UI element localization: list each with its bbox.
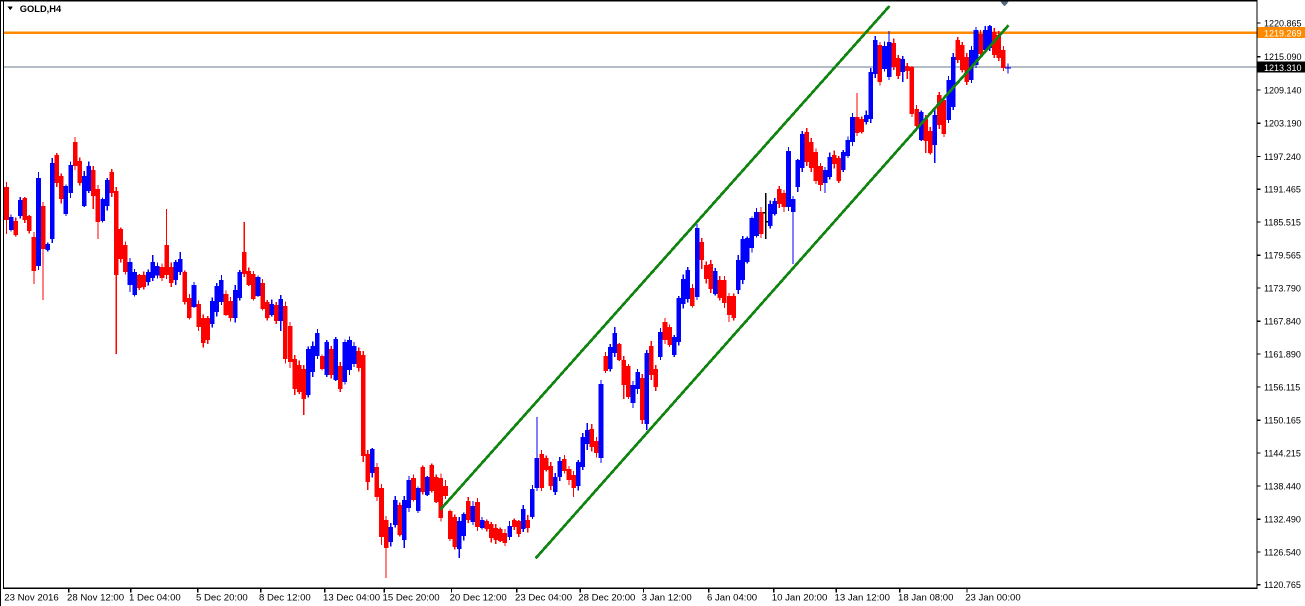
svg-text:10 Jan 20:00: 10 Jan 20:00 <box>772 593 827 604</box>
svg-text:13 Dec 04:00: 13 Dec 04:00 <box>323 593 380 604</box>
svg-text:13 Jan 12:00: 13 Jan 12:00 <box>835 593 890 604</box>
svg-text:1173.790: 1173.790 <box>1264 283 1301 293</box>
svg-text:28 Dec 20:00: 28 Dec 20:00 <box>578 593 635 604</box>
svg-text:1185.515: 1185.515 <box>1264 217 1301 227</box>
svg-text:20 Dec 12:00: 20 Dec 12:00 <box>450 593 507 604</box>
svg-text:28 Nov 12:00: 28 Nov 12:00 <box>67 593 124 604</box>
svg-text:1138.440: 1138.440 <box>1264 481 1301 491</box>
svg-text:1209.140: 1209.140 <box>1264 85 1302 95</box>
svg-text:1156.115: 1156.115 <box>1264 382 1300 392</box>
svg-text:1150.165: 1150.165 <box>1264 416 1301 426</box>
svg-text:1126.540: 1126.540 <box>1264 547 1301 557</box>
svg-text:23 Jan 00:00: 23 Jan 00:00 <box>965 593 1020 604</box>
svg-text:1161.890: 1161.890 <box>1264 349 1301 359</box>
svg-text:5 Dec 20:00: 5 Dec 20:00 <box>196 593 248 604</box>
svg-text:1144.215: 1144.215 <box>1264 448 1301 458</box>
svg-text:23 Dec 04:00: 23 Dec 04:00 <box>515 593 572 604</box>
svg-text:18 Jan 08:00: 18 Jan 08:00 <box>898 593 953 604</box>
svg-text:1213.310: 1213.310 <box>1264 63 1302 73</box>
svg-text:1132.490: 1132.490 <box>1264 515 1301 525</box>
svg-text:8 Dec 12:00: 8 Dec 12:00 <box>259 593 311 604</box>
svg-text:1197.240: 1197.240 <box>1264 152 1301 162</box>
svg-text:1219.269: 1219.269 <box>1264 28 1302 38</box>
svg-text:1179.565: 1179.565 <box>1264 251 1301 261</box>
svg-text:GOLD,H4: GOLD,H4 <box>20 4 62 14</box>
svg-text:1120.765: 1120.765 <box>1264 580 1301 590</box>
svg-text:3 Jan 12:00: 3 Jan 12:00 <box>642 593 692 604</box>
svg-text:1 Dec 04:00: 1 Dec 04:00 <box>129 593 181 604</box>
svg-text:1167.840: 1167.840 <box>1264 317 1301 327</box>
svg-text:6 Jan 04:00: 6 Jan 04:00 <box>707 593 757 604</box>
svg-text:1220.865: 1220.865 <box>1264 18 1302 28</box>
svg-text:1191.465: 1191.465 <box>1264 185 1301 195</box>
svg-text:23 Nov 2016: 23 Nov 2016 <box>4 593 58 604</box>
svg-text:1203.190: 1203.190 <box>1264 119 1302 129</box>
svg-text:1215.090: 1215.090 <box>1264 52 1302 62</box>
svg-text:15 Dec 20:00: 15 Dec 20:00 <box>383 593 440 604</box>
